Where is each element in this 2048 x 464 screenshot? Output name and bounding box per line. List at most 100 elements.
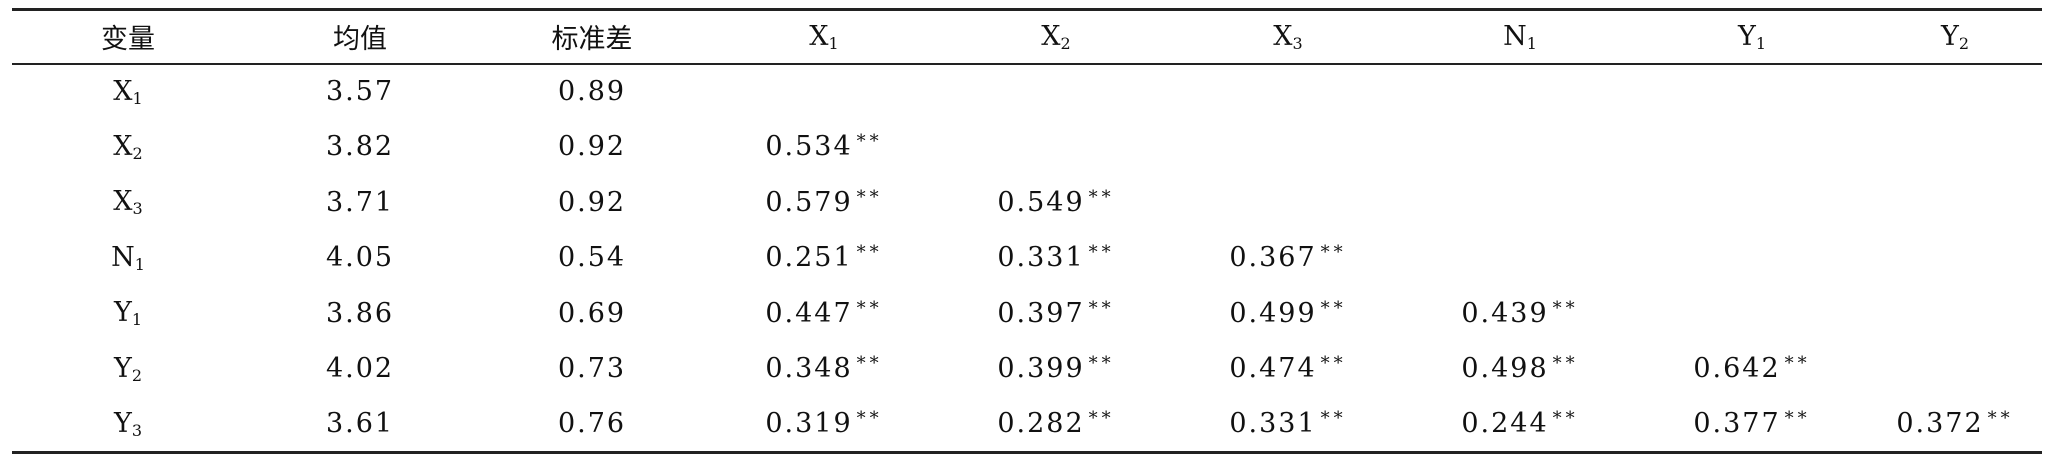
table-body: X1 3.57 0.89 X2 3.82 0.92 0.534 ** X3 3.71 0.92 0.5… bbox=[12, 64, 2042, 454]
table-row: Y1 3.86 0.69 0.447 ** 0.397 ** 0.499 ** 0.439 ** bbox=[12, 286, 2042, 342]
mean-cell: 4.02 bbox=[325, 353, 395, 385]
correlation-cell: 0.642 ** bbox=[1636, 341, 1868, 397]
correlation-cell: 0.399 ** bbox=[940, 341, 1172, 397]
correlation-value: 0.282 bbox=[997, 408, 1085, 439]
correlation-value: 0.399 bbox=[997, 353, 1085, 385]
correlation-cell: 0.447 ** bbox=[708, 286, 940, 342]
correlation-cell bbox=[1868, 175, 2042, 231]
correlation-value: 0.348 bbox=[765, 353, 853, 385]
std-dev-cell: 0.73 bbox=[557, 353, 627, 385]
header-x3: X3 bbox=[1172, 8, 1404, 65]
table-row: X1 3.57 0.89 bbox=[12, 64, 2042, 120]
row-variable-label: X3 bbox=[113, 186, 143, 219]
significance-marker: ** bbox=[856, 353, 883, 375]
significance-marker: ** bbox=[1784, 408, 1811, 429]
header-x2: X2 bbox=[940, 8, 1172, 65]
row-variable-label: X1 bbox=[113, 75, 143, 108]
table-row: N1 4.05 0.54 0.251 ** 0.331 ** 0.367 ** bbox=[12, 230, 2042, 286]
correlation-cell bbox=[1404, 230, 1636, 286]
significance-marker: ** bbox=[856, 131, 883, 153]
correlation-cell: 0.244 ** bbox=[1404, 396, 1636, 454]
correlation-cell: 0.331 ** bbox=[940, 230, 1172, 286]
correlation-cell bbox=[940, 119, 1172, 175]
correlation-table-container: 变量 均值 标准差 X1 X2 X3 N1 Y1 Y2 X1 3.57 0.89 X2… bbox=[12, 8, 2042, 454]
correlation-cell: 0.549 ** bbox=[940, 175, 1172, 231]
table-row: X3 3.71 0.92 0.579 ** 0.549 ** bbox=[12, 175, 2042, 231]
std-dev-cell: 0.76 bbox=[476, 396, 708, 454]
correlation-value: 0.372 bbox=[1896, 408, 1984, 439]
correlation-cell bbox=[1868, 286, 2042, 342]
correlation-value: 0.331 bbox=[997, 242, 1085, 274]
correlation-value: 0.244 bbox=[1461, 408, 1549, 439]
correlation-table: 变量 均值 标准差 X1 X2 X3 N1 Y1 Y2 X1 3.57 0.89 X2… bbox=[12, 8, 2042, 454]
correlation-cell bbox=[1868, 64, 2042, 120]
mean-cell: 4.05 bbox=[325, 242, 395, 274]
correlation-value: 0.331 bbox=[1229, 408, 1317, 439]
correlation-cell bbox=[708, 64, 940, 120]
correlation-value: 0.377 bbox=[1693, 408, 1781, 439]
correlation-cell bbox=[1404, 64, 1636, 120]
correlation-cell: 0.439 ** bbox=[1404, 286, 1636, 342]
correlation-value: 0.447 bbox=[765, 297, 853, 329]
correlation-cell: 0.499 ** bbox=[1172, 286, 1404, 342]
mean-cell: 3.61 bbox=[244, 396, 476, 454]
significance-marker: ** bbox=[1088, 408, 1115, 429]
header-y2: Y2 bbox=[1868, 8, 2042, 65]
correlation-cell bbox=[1404, 175, 1636, 231]
correlation-cell bbox=[1636, 286, 1868, 342]
correlation-value: 0.319 bbox=[765, 408, 853, 439]
correlation-cell bbox=[1172, 119, 1404, 175]
std-dev-cell: 0.69 bbox=[557, 297, 627, 329]
correlation-value: 0.498 bbox=[1461, 353, 1549, 385]
significance-marker: ** bbox=[1552, 297, 1579, 319]
correlation-cell bbox=[1868, 119, 2042, 175]
significance-marker: ** bbox=[1784, 353, 1811, 375]
correlation-cell bbox=[1868, 341, 2042, 397]
significance-marker: ** bbox=[856, 297, 883, 319]
correlation-cell: 0.319 ** bbox=[708, 396, 940, 454]
header-std-dev: 标准差 bbox=[476, 8, 708, 65]
correlation-cell: 0.282 ** bbox=[940, 396, 1172, 454]
correlation-cell bbox=[1172, 175, 1404, 231]
significance-marker: ** bbox=[1552, 408, 1579, 429]
row-variable-label: N1 bbox=[111, 241, 145, 274]
correlation-value: 0.474 bbox=[1229, 353, 1317, 385]
significance-marker: ** bbox=[1320, 408, 1347, 429]
significance-marker: ** bbox=[1320, 242, 1347, 264]
significance-marker: ** bbox=[1552, 353, 1579, 375]
correlation-cell bbox=[1636, 230, 1868, 286]
correlation-value: 0.367 bbox=[1229, 242, 1317, 274]
significance-marker: ** bbox=[856, 242, 883, 264]
correlation-cell: 0.331 ** bbox=[1172, 396, 1404, 454]
table-row: Y2 4.02 0.73 0.348 ** 0.399 ** 0.474 ** 0.498 ** 0.… bbox=[12, 341, 2042, 397]
correlation-cell bbox=[1636, 64, 1868, 120]
correlation-cell bbox=[1868, 230, 2042, 286]
correlation-cell: 0.372 ** bbox=[1868, 396, 2042, 454]
header-x1: X1 bbox=[708, 8, 940, 65]
correlation-cell: 0.397 ** bbox=[940, 286, 1172, 342]
row-variable-label: Y3 bbox=[12, 396, 244, 454]
table-header-row: 变量 均值 标准差 X1 X2 X3 N1 Y1 Y2 bbox=[12, 8, 2042, 65]
correlation-cell: 0.579 ** bbox=[708, 175, 940, 231]
header-y1: Y1 bbox=[1636, 8, 1868, 65]
header-variable: 变量 bbox=[12, 8, 244, 65]
correlation-value: 0.534 bbox=[765, 131, 853, 163]
correlation-value: 0.251 bbox=[765, 242, 853, 274]
significance-marker: ** bbox=[1320, 297, 1347, 319]
significance-marker: ** bbox=[1987, 408, 2014, 429]
significance-marker: ** bbox=[1088, 242, 1115, 264]
correlation-cell bbox=[940, 64, 1172, 120]
mean-cell: 3.71 bbox=[325, 186, 395, 218]
std-dev-cell: 0.54 bbox=[557, 242, 627, 274]
correlation-cell bbox=[1172, 64, 1404, 120]
correlation-value: 0.439 bbox=[1461, 297, 1549, 329]
table-row: X2 3.82 0.92 0.534 ** bbox=[12, 119, 2042, 175]
correlation-cell: 0.534 ** bbox=[708, 119, 940, 175]
correlation-cell bbox=[1636, 119, 1868, 175]
correlation-cell: 0.498 ** bbox=[1404, 341, 1636, 397]
correlation-cell bbox=[1636, 175, 1868, 231]
correlation-value: 0.499 bbox=[1229, 297, 1317, 329]
correlation-cell: 0.251 ** bbox=[708, 230, 940, 286]
header-mean: 均值 bbox=[244, 8, 476, 65]
std-dev-cell: 0.92 bbox=[557, 131, 627, 163]
